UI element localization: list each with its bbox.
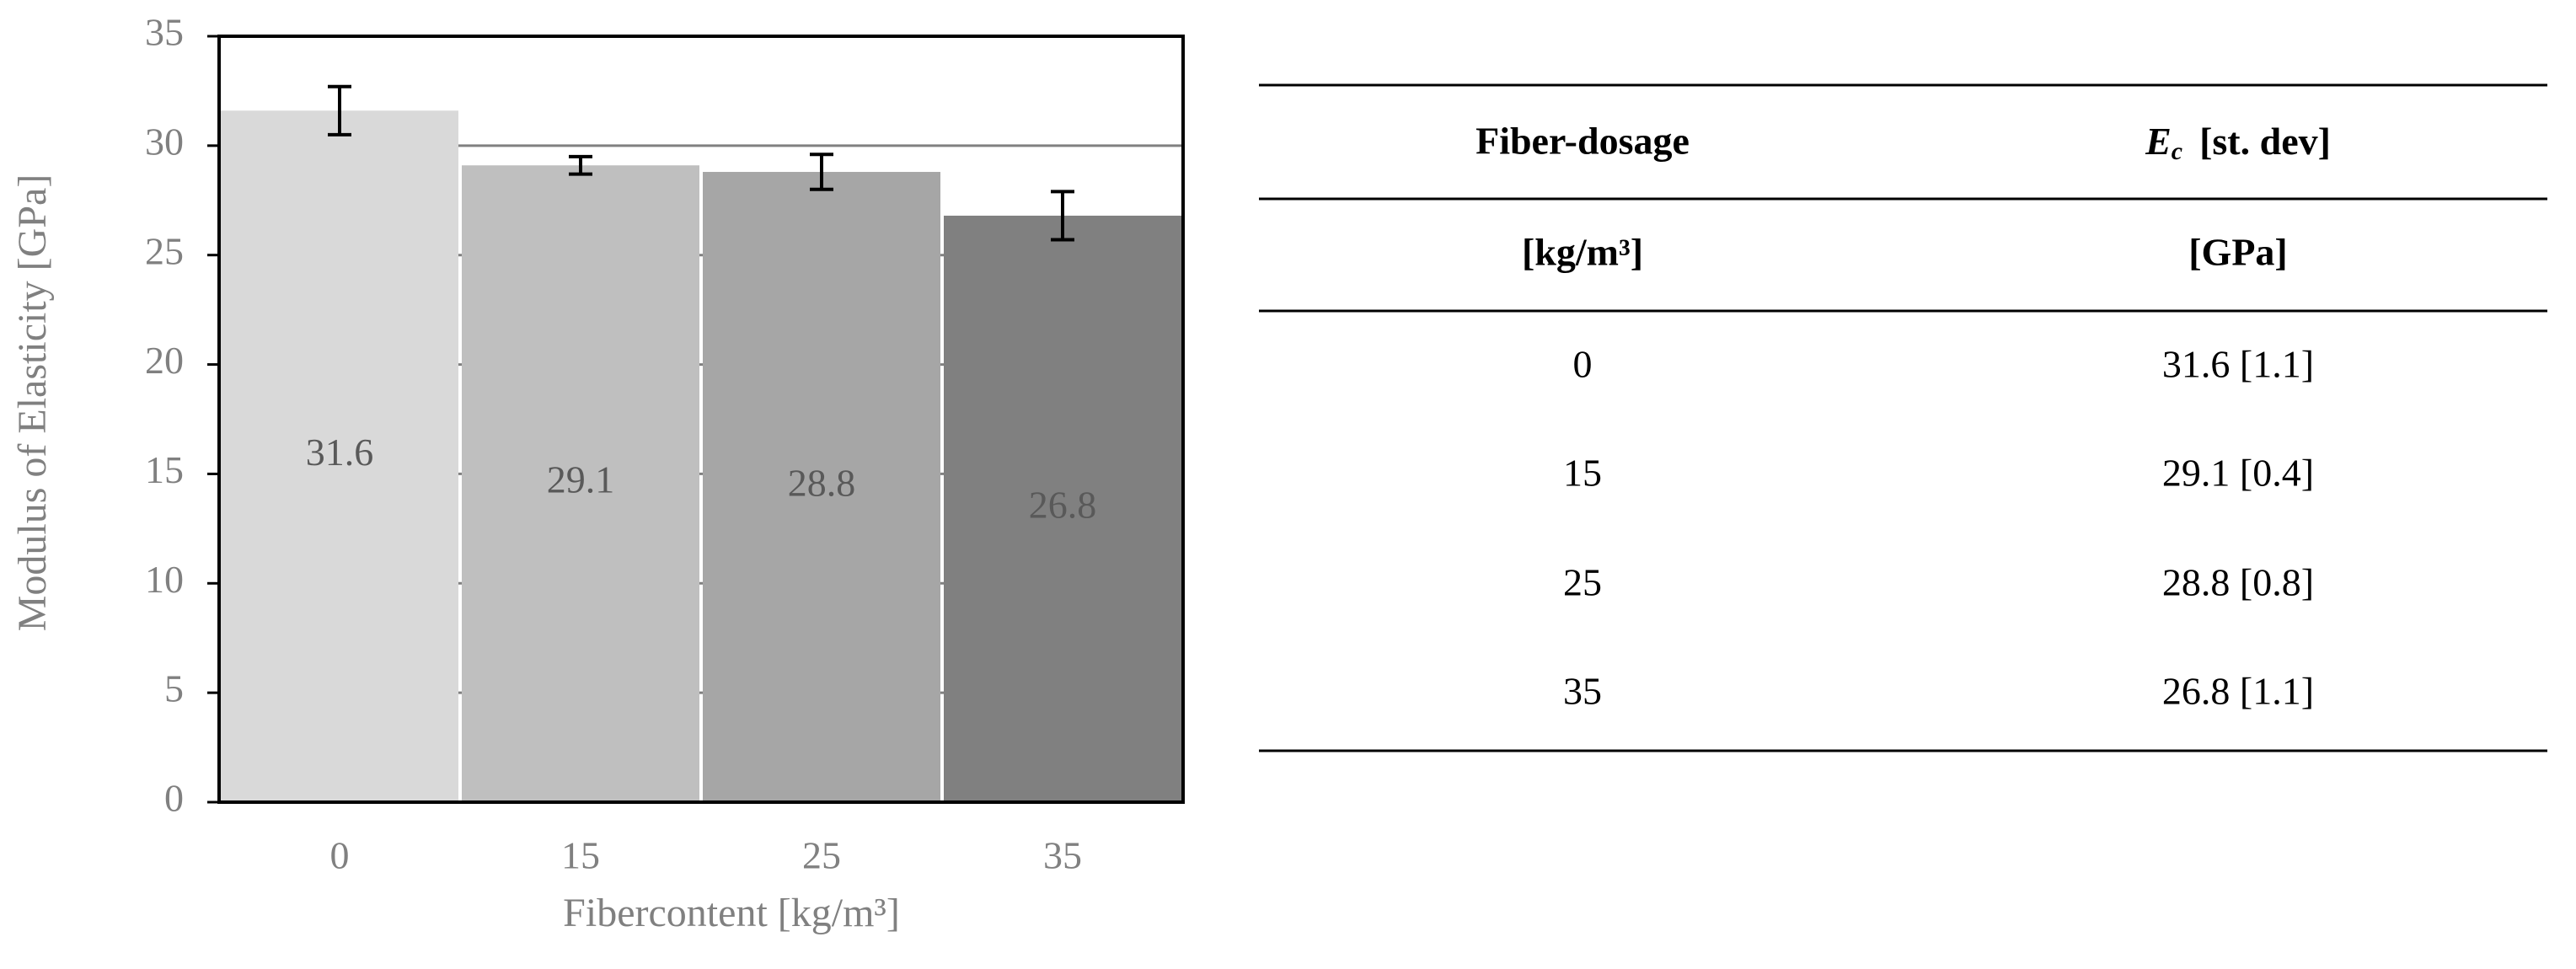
x-tick-label: 25 bbox=[802, 834, 841, 877]
table-header: Ec [st. dev] bbox=[2145, 120, 2331, 165]
x-tick-label: 0 bbox=[330, 834, 350, 877]
table-cell: 26.8 [1.1] bbox=[2162, 670, 2314, 713]
y-tick-label: 10 bbox=[145, 558, 184, 601]
y-tick-label: 15 bbox=[145, 448, 184, 491]
table-cell: 28.8 [0.8] bbox=[2162, 561, 2314, 604]
y-tick-label: 20 bbox=[145, 339, 184, 382]
table-header: [kg/m³] bbox=[1522, 231, 1643, 274]
y-axis-title: Modulus of Elasticity [GPa] bbox=[10, 174, 55, 632]
y-tick-label: 35 bbox=[145, 11, 184, 54]
data-label: 29.1 bbox=[547, 458, 615, 501]
table-cell: 0 bbox=[1573, 343, 1593, 386]
data-label: 31.6 bbox=[306, 431, 374, 474]
header-text: [st. dev] bbox=[2199, 120, 2331, 163]
table: Fiber-dosage Ec [st. dev] [kg/m³] [GPa] 0… bbox=[1259, 83, 2547, 752]
x-tick-label: 15 bbox=[561, 834, 600, 877]
table-header: Fiber-dosage bbox=[1475, 120, 1690, 163]
y-tick-label: 5 bbox=[164, 667, 184, 710]
y-tick-label: 30 bbox=[145, 120, 184, 163]
error-bar bbox=[328, 84, 351, 137]
table-header: [GPa] bbox=[2188, 231, 2288, 274]
error-bar bbox=[810, 153, 833, 191]
bar bbox=[703, 172, 940, 803]
data-label: 28.8 bbox=[788, 462, 856, 505]
table-cell: 35 bbox=[1563, 670, 1602, 713]
bar bbox=[944, 215, 1181, 803]
symbol: E bbox=[2145, 120, 2172, 163]
bar bbox=[221, 110, 458, 802]
error-bar bbox=[569, 154, 592, 176]
x-tick-label: 35 bbox=[1043, 834, 1082, 877]
y-tick-label: 0 bbox=[164, 777, 184, 820]
table-cell: 31.6 [1.1] bbox=[2162, 343, 2314, 386]
data-label: 26.8 bbox=[1029, 484, 1097, 527]
y-tick-label: 25 bbox=[145, 229, 184, 272]
x-axis-title: Fibercontent [kg/m³] bbox=[563, 891, 900, 935]
plot-frame bbox=[217, 35, 1185, 804]
error-bar bbox=[1051, 190, 1074, 242]
subscript: c bbox=[2172, 137, 2182, 165]
table-cell: 15 bbox=[1563, 452, 1602, 495]
table-cell: 25 bbox=[1563, 561, 1602, 604]
table-cell: 29.1 [0.4] bbox=[2162, 452, 2314, 495]
bar bbox=[462, 165, 699, 802]
